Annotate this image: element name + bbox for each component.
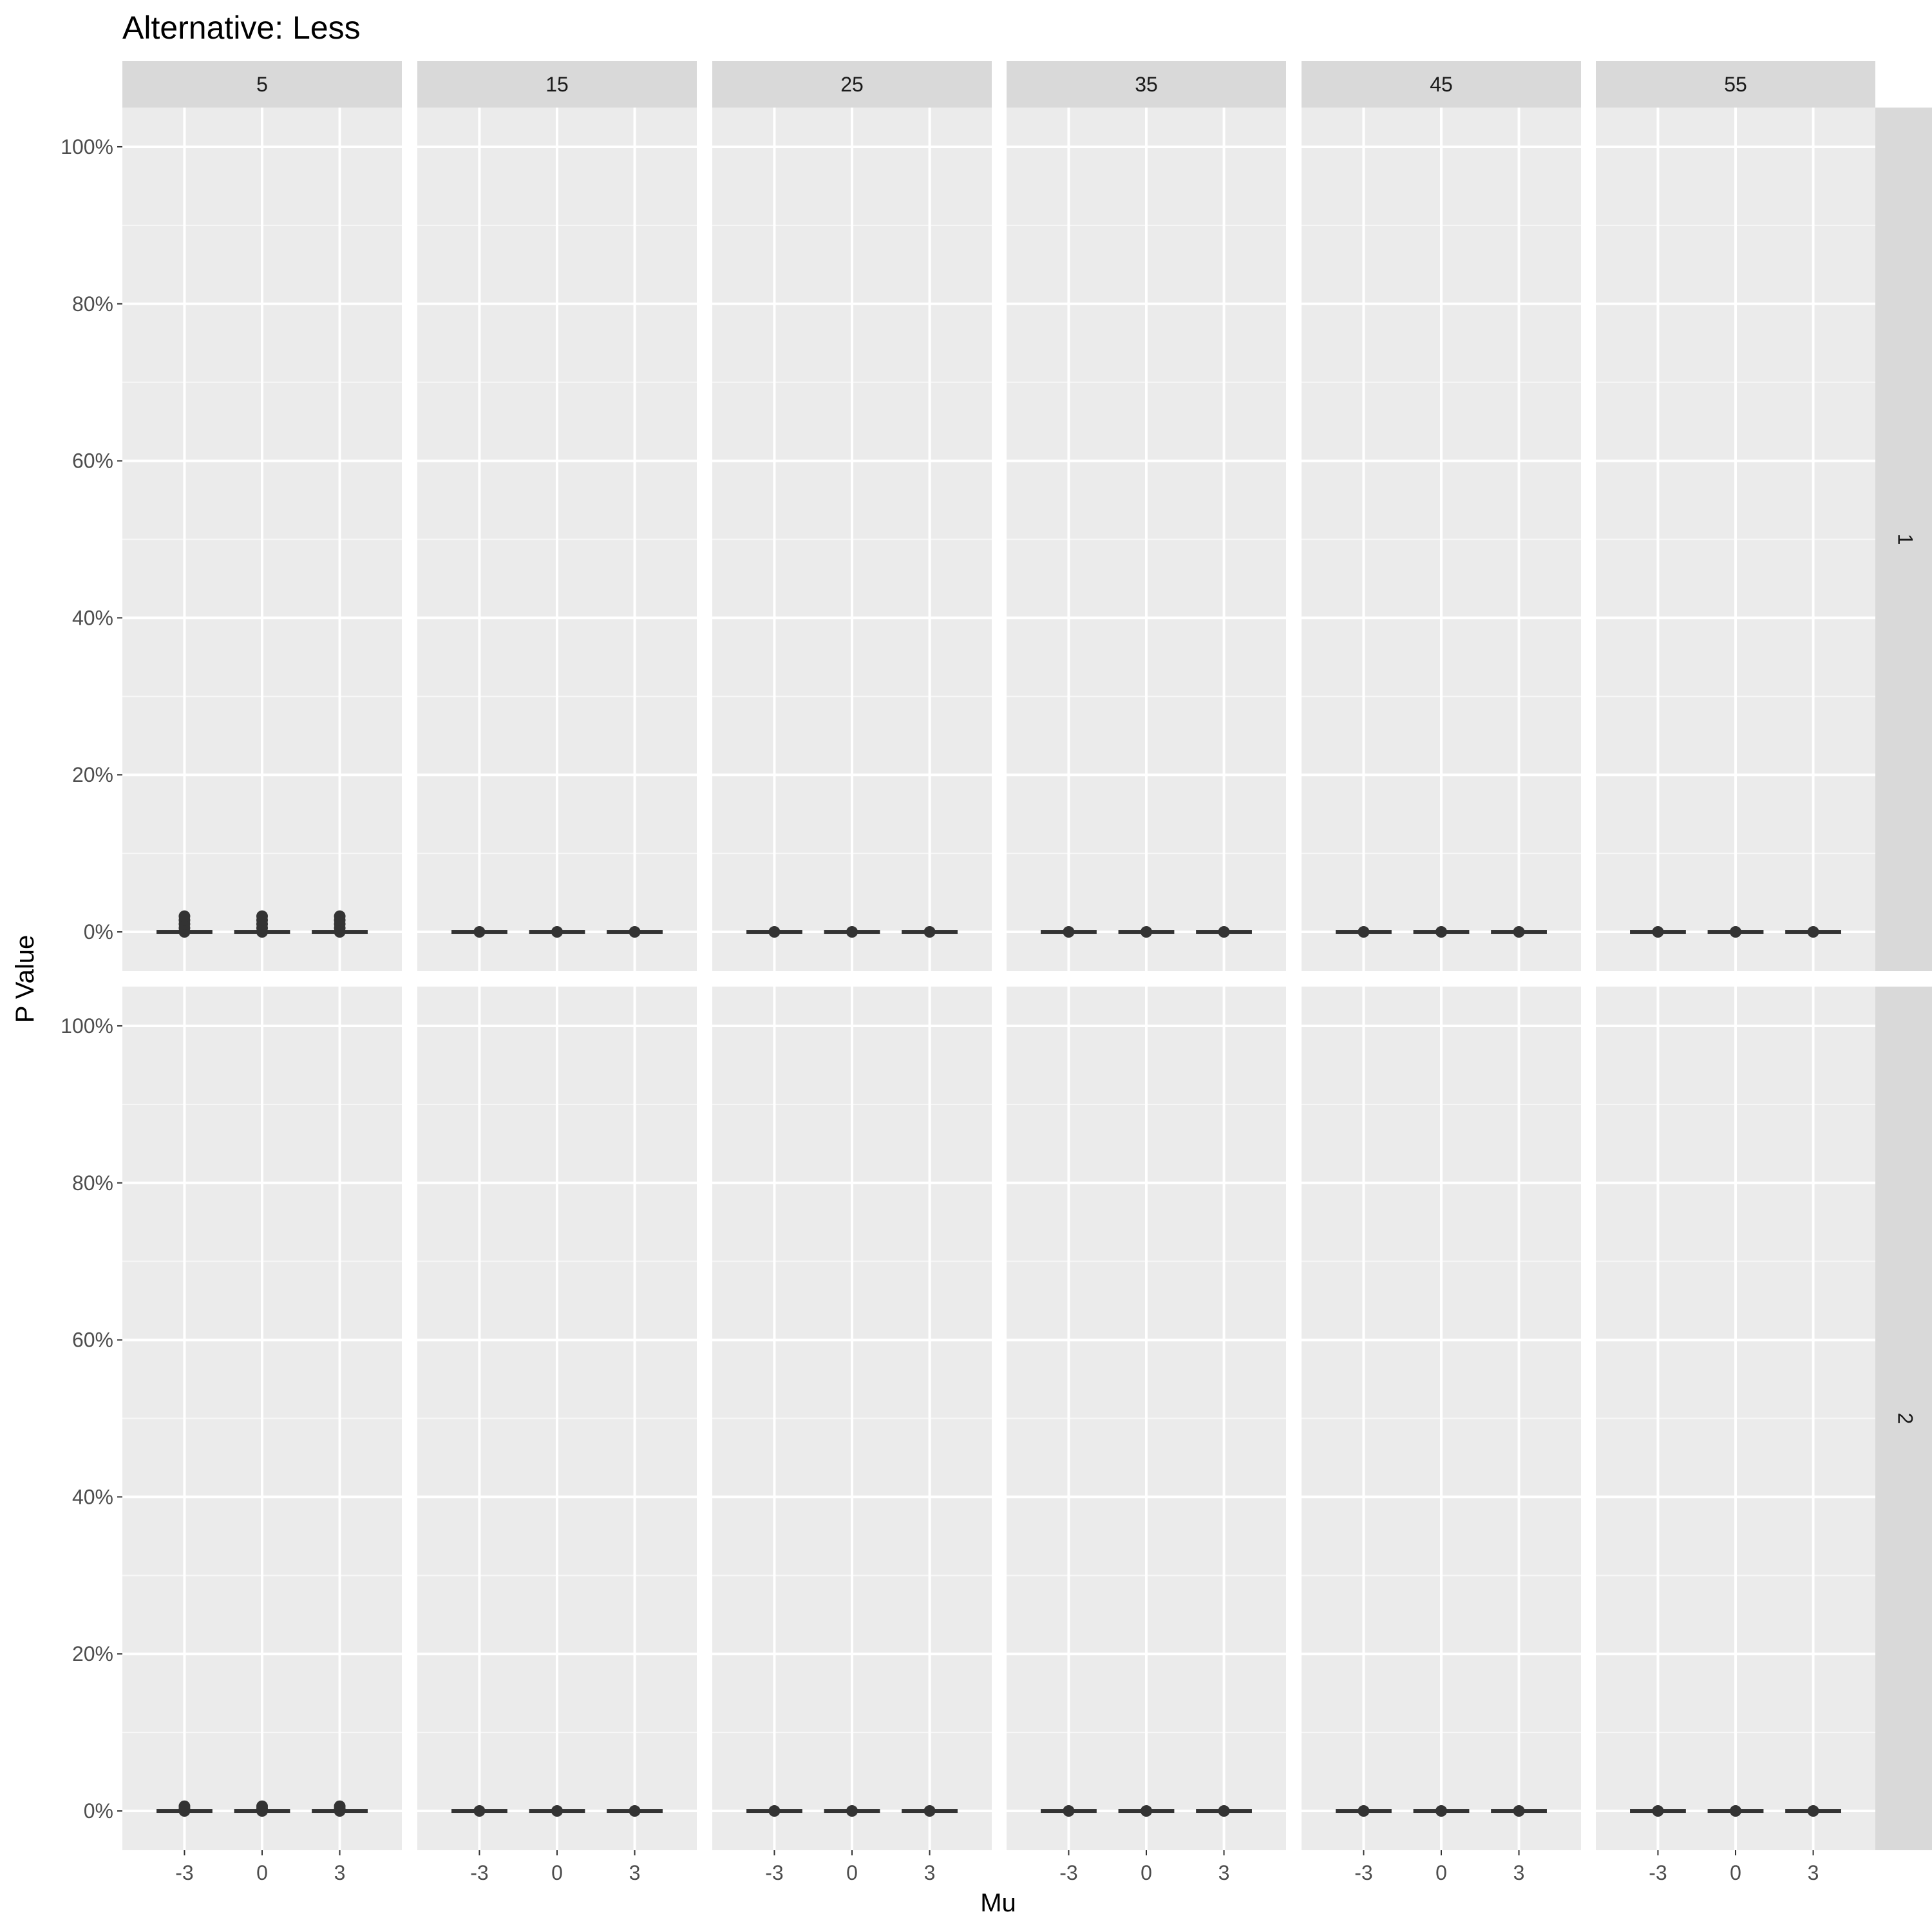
facet-panel bbox=[1007, 987, 1286, 1850]
box-point bbox=[1358, 1805, 1370, 1817]
x-tick-label: -3 bbox=[765, 1861, 783, 1884]
box-point bbox=[846, 926, 858, 938]
x-tick-label: 3 bbox=[334, 1861, 346, 1884]
box-point bbox=[1218, 1805, 1230, 1817]
facet-panels: 5 15 25 35 45 55120%20%40%60%80%100%0%20%40%6… bbox=[61, 61, 1932, 1884]
column-strip bbox=[1302, 61, 1581, 108]
y-tick-label: 60% bbox=[72, 450, 113, 473]
box-point bbox=[1141, 926, 1152, 938]
box-point bbox=[473, 926, 486, 938]
facet-panel bbox=[712, 987, 992, 1850]
facet-panel bbox=[712, 108, 992, 971]
x-tick-label: 0 bbox=[1730, 1861, 1741, 1884]
box-point bbox=[846, 1805, 858, 1817]
facet-panel bbox=[417, 987, 697, 1850]
box-point bbox=[1063, 926, 1075, 938]
outlier-point bbox=[256, 1800, 268, 1812]
box-point bbox=[551, 926, 563, 938]
x-axis-title: Mu bbox=[980, 1889, 1016, 1917]
column-strip-label: 55 bbox=[1724, 73, 1747, 96]
facet-panel bbox=[1596, 987, 1875, 1850]
x-tick-label: 3 bbox=[924, 1861, 936, 1884]
x-tick-label: -3 bbox=[1354, 1861, 1372, 1884]
x-tick-label: 3 bbox=[1513, 1861, 1525, 1884]
facet-panel bbox=[417, 108, 697, 971]
row-strip bbox=[1875, 987, 1932, 1850]
box-point bbox=[1435, 1805, 1447, 1817]
y-tick-label: 100% bbox=[61, 1014, 113, 1037]
facet-panel bbox=[122, 987, 402, 1850]
column-strip bbox=[417, 61, 697, 108]
column-strip-label: 25 bbox=[840, 73, 864, 96]
box-point bbox=[629, 1805, 641, 1817]
column-strip bbox=[122, 61, 402, 108]
facet-panel bbox=[1007, 108, 1286, 971]
box-point bbox=[1652, 926, 1664, 938]
x-tick-label: -3 bbox=[470, 1861, 488, 1884]
y-tick-label: 80% bbox=[72, 1171, 113, 1195]
box-point bbox=[768, 926, 781, 938]
y-tick-label: 20% bbox=[72, 1642, 113, 1665]
box-point bbox=[1730, 1805, 1741, 1817]
y-axis-title: P Value bbox=[11, 935, 39, 1023]
box-point bbox=[768, 1805, 781, 1817]
outlier-point bbox=[178, 1800, 191, 1812]
y-tick-label: 40% bbox=[72, 606, 113, 629]
box-point bbox=[923, 926, 936, 938]
row-strip bbox=[1875, 108, 1932, 971]
column-strip bbox=[1007, 61, 1286, 108]
box-point bbox=[1513, 926, 1525, 938]
box-point bbox=[1652, 1805, 1664, 1817]
box-point bbox=[551, 1805, 563, 1817]
x-tick-label: 3 bbox=[1808, 1861, 1819, 1884]
chart-title: Alternative: Less bbox=[122, 10, 361, 46]
box-point bbox=[1141, 1805, 1152, 1817]
box-point bbox=[629, 926, 641, 938]
x-tick-label: 0 bbox=[1141, 1861, 1152, 1884]
box-point bbox=[1358, 926, 1370, 938]
outlier-point bbox=[334, 1800, 346, 1812]
box-point bbox=[1435, 926, 1447, 938]
column-strip bbox=[712, 61, 992, 108]
y-tick-label: 40% bbox=[72, 1485, 113, 1508]
x-tick-label: -3 bbox=[1649, 1861, 1667, 1884]
y-tick-label: 100% bbox=[61, 135, 113, 158]
x-tick-label: 0 bbox=[551, 1861, 563, 1884]
row-strip-label: 2 bbox=[1894, 1413, 1917, 1425]
facet-panel bbox=[1596, 108, 1875, 971]
y-tick-label: 0% bbox=[84, 1799, 113, 1823]
x-tick-label: 3 bbox=[1218, 1861, 1230, 1884]
box-point bbox=[1807, 926, 1819, 938]
y-tick-label: 20% bbox=[72, 763, 113, 786]
column-strip-label: 15 bbox=[545, 73, 569, 96]
box-point bbox=[923, 1805, 936, 1817]
outlier-point bbox=[334, 910, 346, 922]
x-tick-label: 0 bbox=[1435, 1861, 1447, 1884]
column-strip-label: 5 bbox=[256, 73, 268, 96]
box-point bbox=[473, 1805, 486, 1817]
y-tick-label: 80% bbox=[72, 292, 113, 316]
box-point bbox=[1730, 926, 1741, 938]
row-strip-label: 1 bbox=[1894, 534, 1917, 545]
facet-panel bbox=[1302, 987, 1581, 1850]
x-tick-label: 0 bbox=[256, 1861, 268, 1884]
box-point bbox=[1218, 926, 1230, 938]
y-tick-label: 0% bbox=[84, 920, 113, 943]
x-tick-label: 3 bbox=[629, 1861, 641, 1884]
box-point bbox=[1513, 1805, 1525, 1817]
x-tick-label: -3 bbox=[175, 1861, 193, 1884]
x-tick-label: -3 bbox=[1059, 1861, 1077, 1884]
box-point bbox=[1807, 1805, 1819, 1817]
column-strip bbox=[1596, 61, 1875, 108]
y-tick-label: 60% bbox=[72, 1329, 113, 1352]
outlier-point bbox=[178, 910, 191, 922]
column-strip-label: 35 bbox=[1135, 73, 1158, 96]
facet-panel bbox=[122, 108, 402, 971]
outlier-point bbox=[256, 910, 268, 922]
x-tick-label: 0 bbox=[846, 1861, 858, 1884]
column-strip-label: 45 bbox=[1430, 73, 1453, 96]
box-point bbox=[1063, 1805, 1075, 1817]
facet-panel bbox=[1302, 108, 1581, 971]
